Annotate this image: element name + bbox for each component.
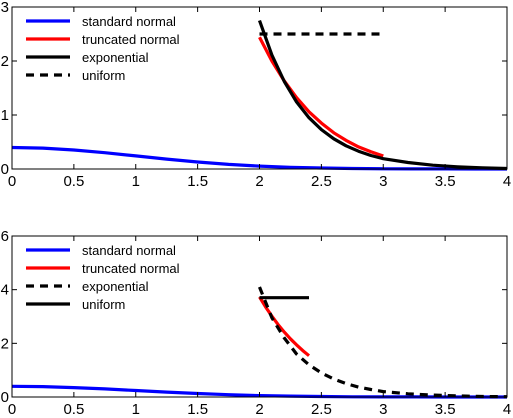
x-tick-label: 0 — [8, 173, 16, 190]
x-tick-label: 4 — [503, 173, 511, 190]
legend-label: standard normal — [82, 14, 176, 29]
x-tick-label: 2.5 — [311, 173, 332, 190]
y-tick-label: 0 — [1, 389, 9, 406]
y-tick-label: 2 — [1, 53, 9, 70]
bottom-chart: 0 0.5 1 1.5 2 2.5 3 3.5 4 0 2 4 6 standard normal trun… — [1, 228, 512, 418]
series-line-exponential — [258, 286, 508, 399]
x-tick-label: 1 — [132, 173, 140, 190]
legend-label: uniform — [82, 297, 125, 312]
series-line-exponential — [257, 19, 508, 171]
x-tick-label: 2 — [255, 173, 263, 190]
y-tick-label: 1 — [1, 107, 9, 124]
y-tick-label: 0 — [1, 161, 9, 178]
x-tick-label: 4 — [503, 401, 511, 418]
legend-label: truncated normal — [82, 32, 180, 47]
x-tick-label: 2.5 — [311, 401, 332, 418]
x-tick-label: 0.5 — [63, 401, 84, 418]
series-line-truncated-normal — [258, 296, 311, 357]
top-chart: 0 0.5 1 1.5 2 2.5 3 3.5 4 0 1 2 3 standard normal trun… — [1, 0, 512, 190]
legend-label: uniform — [82, 68, 125, 83]
legend-label: exponential — [82, 279, 149, 294]
x-tick-label: 3 — [379, 173, 387, 190]
x-tick-label: 2 — [255, 401, 263, 418]
legend-label: standard normal — [82, 243, 176, 258]
y-tick-label: 3 — [1, 0, 9, 16]
x-tick-label: 1 — [132, 401, 140, 418]
x-tick-label: 3.5 — [435, 401, 456, 418]
x-tick-label: 1.5 — [187, 173, 208, 190]
y-tick-label: 6 — [1, 228, 9, 245]
y-tick-label: 4 — [1, 282, 9, 299]
y-tick-label: 2 — [1, 335, 9, 352]
x-tick-label: 3.5 — [435, 173, 456, 190]
legend-label: truncated normal — [82, 261, 180, 276]
x-tick-label: 3 — [379, 401, 387, 418]
legend-label: exponential — [82, 50, 149, 65]
x-tick-label: 0 — [8, 401, 16, 418]
series-line-truncated-normal — [258, 36, 384, 158]
x-tick-label: 0.5 — [63, 173, 84, 190]
x-tick-label: 1.5 — [187, 401, 208, 418]
